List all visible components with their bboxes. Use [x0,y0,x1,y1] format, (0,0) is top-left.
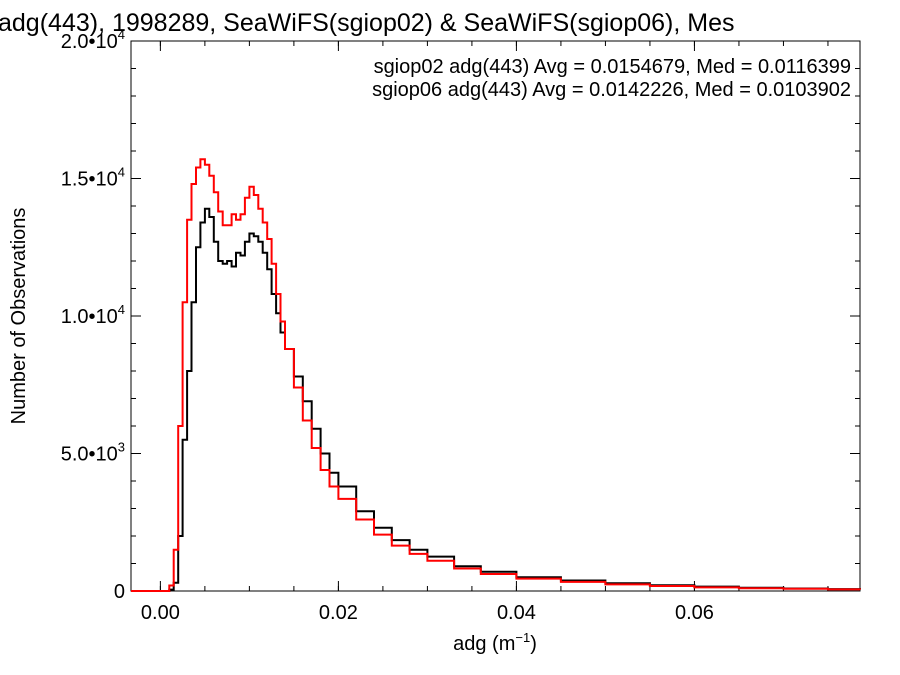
y-tick-mantissa: 2.0•10 [61,31,118,53]
legend-entry-sgiop06: sgiop06 adg(443) Avg = 0.0142226, Med = … [372,79,851,101]
x-tick-label: 0.00 [141,602,180,624]
x-axis: 0.00 0.02 0.04 0.06 [141,41,829,624]
x-tick-label: 0.06 [675,602,714,624]
series-line-sgiop06 [131,158,861,592]
chart-title: adg(443), 1998289, SeaWiFS(sgiop02) & Se… [0,9,734,37]
y-tick-exponent: 4 [118,27,125,42]
y-tick-exponent: 4 [118,165,125,180]
y-tick-mantissa: 5.0•10 [61,444,118,466]
x-axis-label-close: ) [530,633,537,655]
y-tick-mantissa: 0 [114,581,125,603]
x-axis-label: adg (m−1) [453,630,537,655]
y-tick-label: 1.0•104 [61,302,125,328]
y-tick-label: 1.5•104 [61,165,125,191]
legend: sgiop02 adg(443) Avg = 0.0154679, Med = … [372,56,851,101]
x-axis-label-unit-exponent: −1 [515,630,530,645]
y-tick-mantissa: 1.5•10 [61,169,118,191]
y-tick-label: 2.0•104 [61,27,125,53]
x-tick-label: 0.04 [497,602,536,624]
y-axis-label: Number of Observations [8,208,30,425]
y-tick-mantissa: 1.0•10 [61,306,118,328]
y-tick-label: 5.0•103 [61,440,125,466]
x-axis-label-text: adg (m [453,633,515,655]
series-line-sgiop02 [131,207,861,592]
plot-frame [130,40,861,592]
series-layer [131,158,861,592]
x-tick-label: 0.02 [319,602,358,624]
y-tick-exponent: 3 [118,440,125,455]
y-tick-label: 0 [114,581,125,603]
legend-entry-sgiop02: sgiop02 adg(443) Avg = 0.0154679, Med = … [374,56,851,78]
y-tick-exponent: 4 [118,302,125,317]
